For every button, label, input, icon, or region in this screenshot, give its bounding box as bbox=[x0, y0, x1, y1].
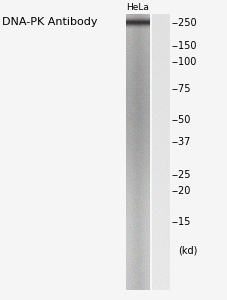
Text: --25: --25 bbox=[171, 170, 191, 181]
Text: (kd): (kd) bbox=[177, 246, 197, 256]
Text: HeLa: HeLa bbox=[126, 2, 149, 11]
Text: --37: --37 bbox=[171, 137, 190, 147]
Text: --250: --250 bbox=[171, 18, 197, 28]
Text: --15: --15 bbox=[171, 218, 190, 227]
Text: --75: --75 bbox=[171, 83, 191, 94]
Text: --20: --20 bbox=[171, 186, 190, 196]
Text: --150: --150 bbox=[171, 41, 197, 51]
Text: --100: --100 bbox=[171, 57, 197, 67]
Text: --50: --50 bbox=[171, 115, 190, 125]
Text: DNA-PK Antibody: DNA-PK Antibody bbox=[2, 17, 97, 27]
